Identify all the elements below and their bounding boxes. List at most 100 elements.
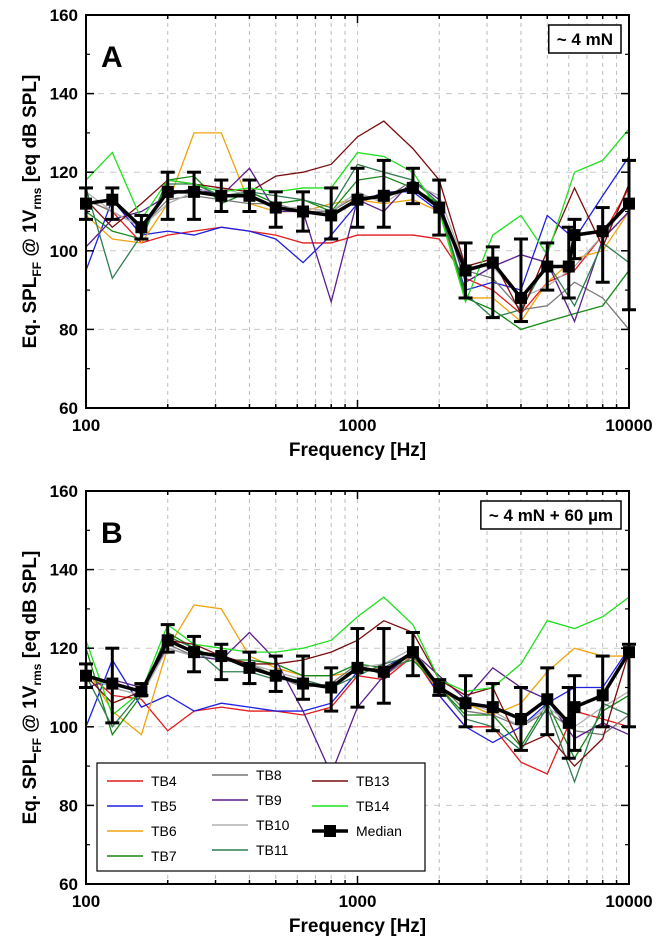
x-axis-label: Frequency [Hz] bbox=[289, 916, 426, 937]
x-tick-label: 1000 bbox=[339, 892, 377, 911]
median-point bbox=[406, 181, 419, 194]
y-tick-label: 120 bbox=[50, 639, 78, 658]
median-point bbox=[377, 665, 390, 678]
median-point bbox=[541, 693, 554, 706]
y-tick-label: 60 bbox=[59, 875, 78, 894]
x-tick-label: 10000 bbox=[605, 892, 652, 911]
series-line-tb14 bbox=[85, 596, 630, 717]
legend-label-tb9: TB9 bbox=[256, 792, 282, 808]
median-point bbox=[351, 193, 364, 206]
median-point bbox=[135, 685, 148, 698]
condition-annotation-text: ~ 4 mN + 60 µm bbox=[489, 506, 613, 525]
median-point bbox=[161, 185, 174, 198]
legend-label-tb5: TB5 bbox=[151, 798, 177, 814]
y-axis-label-subscript: rms bbox=[30, 663, 44, 685]
x-tick-label: 100 bbox=[72, 892, 100, 911]
y-axis-label-subscript: FF bbox=[30, 262, 44, 277]
legend: TB4 TB5 TB6 TB7 TB8 TB9 TB10 TB11 TB13 TB14 Median bbox=[96, 762, 426, 872]
median-point bbox=[596, 225, 609, 238]
median-point bbox=[325, 209, 338, 222]
panel-label: B bbox=[101, 517, 123, 550]
y-axis-label-subscript: rms bbox=[30, 187, 44, 209]
x-tick-label: 10000 bbox=[605, 416, 652, 435]
median-point bbox=[297, 677, 310, 690]
x-axis-label: Frequency [Hz] bbox=[289, 440, 426, 461]
median-point bbox=[514, 712, 527, 725]
median-point bbox=[243, 661, 256, 674]
y-tick-label: 100 bbox=[50, 718, 78, 737]
median-point bbox=[325, 681, 338, 694]
legend-label-tb10: TB10 bbox=[256, 817, 290, 833]
median-point bbox=[562, 716, 575, 729]
median-point bbox=[269, 201, 282, 214]
median-point bbox=[568, 229, 581, 242]
median-line bbox=[85, 638, 631, 727]
median-point bbox=[297, 205, 310, 218]
series-line-tb14 bbox=[85, 128, 630, 304]
median-point bbox=[188, 646, 201, 659]
legend-label-tb4: TB4 bbox=[151, 773, 177, 789]
median-point bbox=[377, 189, 390, 202]
legend-label-tb6: TB6 bbox=[151, 823, 177, 839]
series-line-tb4 bbox=[85, 187, 630, 315]
median-point bbox=[135, 221, 148, 234]
legend-box bbox=[96, 762, 426, 872]
median-point bbox=[459, 697, 472, 710]
median-point bbox=[486, 256, 499, 269]
y-axis-label-part: Eq. SPL bbox=[20, 752, 41, 824]
condition-annotation-box bbox=[480, 500, 622, 530]
median-point bbox=[433, 681, 446, 694]
y-axis-label-part: @ 1V bbox=[20, 685, 41, 738]
panel-label: A bbox=[101, 41, 123, 74]
y-tick-label: 140 bbox=[50, 85, 78, 104]
y-tick-label: 120 bbox=[50, 163, 78, 182]
ticks: 100 1000 10000 60 80 100 120 140 160 bbox=[50, 482, 653, 911]
median-point bbox=[406, 646, 419, 659]
y-axis-label-part: @ 1V bbox=[20, 209, 41, 262]
median-point bbox=[161, 634, 174, 647]
chart-panel-b: 100 1000 10000 60 80 100 120 140 160 Frequency [H… bbox=[20, 482, 653, 937]
condition-annotation: ~ 4 mN + 60 µm bbox=[480, 500, 622, 530]
y-tick-label: 80 bbox=[59, 320, 78, 339]
median-point bbox=[351, 661, 364, 674]
y-tick-label: 140 bbox=[50, 561, 78, 580]
median-point bbox=[486, 701, 499, 714]
y-axis-label-subscript: FF bbox=[30, 738, 44, 753]
median-point bbox=[541, 260, 554, 273]
y-tick-label: 160 bbox=[50, 6, 78, 25]
ticks: 100 1000 10000 60 80 100 120 140 160 bbox=[50, 6, 653, 435]
y-tick-label: 100 bbox=[50, 242, 78, 261]
y-tick-label: 80 bbox=[59, 796, 78, 815]
legend-label-tb11: TB11 bbox=[256, 842, 289, 858]
median-point bbox=[514, 291, 527, 304]
y-axis-label: Eq. SPLFF @ 1Vrms [eq dB SPL] bbox=[20, 551, 44, 825]
x-tick-label: 1000 bbox=[339, 416, 377, 435]
y-axis-label-part: [eq dB SPL] bbox=[20, 75, 41, 188]
median-point bbox=[243, 189, 256, 202]
y-tick-label: 60 bbox=[59, 399, 78, 418]
median-series bbox=[79, 623, 636, 760]
median-point bbox=[106, 677, 119, 690]
legend-label-median: Median bbox=[356, 823, 402, 839]
median-point bbox=[596, 689, 609, 702]
condition-annotation: ~ 4 mN bbox=[548, 24, 622, 54]
median-point bbox=[215, 189, 228, 202]
legend-label-tb8: TB8 bbox=[256, 767, 282, 783]
condition-annotation-text: ~ 4 mN bbox=[557, 30, 613, 49]
median-point bbox=[188, 185, 201, 198]
median-line bbox=[85, 186, 631, 301]
legend-label-tb13: TB13 bbox=[356, 773, 390, 789]
y-axis-label: Eq. SPLFF @ 1Vrms [eq dB SPL] bbox=[20, 75, 44, 349]
y-axis-label-part: Eq. SPL bbox=[20, 276, 41, 348]
median-point bbox=[562, 260, 575, 273]
median-point bbox=[215, 650, 228, 663]
legend-label-tb7: TB7 bbox=[151, 848, 177, 864]
x-tick-label: 100 bbox=[72, 416, 100, 435]
median-series bbox=[79, 158, 636, 324]
y-axis-label-part: [eq dB SPL] bbox=[20, 551, 41, 664]
median-point bbox=[269, 669, 282, 682]
median-point bbox=[433, 201, 446, 214]
condition-annotation-box bbox=[548, 24, 622, 54]
median-point bbox=[459, 264, 472, 277]
